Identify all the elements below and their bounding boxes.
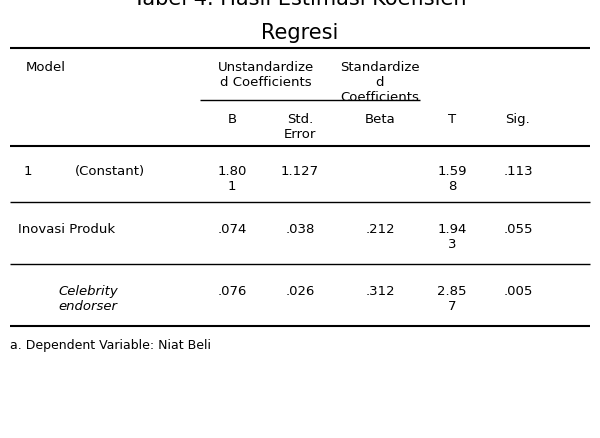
Text: .026: .026 [286,284,314,297]
Text: a. Dependent Variable: Niat Beli: a. Dependent Variable: Niat Beli [10,338,211,351]
Text: Standardize
d
Coefficients: Standardize d Coefficients [340,61,420,104]
Text: 1.59
8: 1.59 8 [437,165,467,193]
Text: .074: .074 [217,223,247,236]
Text: B: B [227,113,236,126]
Text: Tabel 4. Hasil Estimasi Koefisien: Tabel 4. Hasil Estimasi Koefisien [133,0,467,9]
Text: Beta: Beta [365,113,395,126]
Text: Regresi: Regresi [262,23,338,43]
Text: Celebrity
endorser: Celebrity endorser [58,284,118,312]
Text: Unstandardize
d Coefficients: Unstandardize d Coefficients [218,61,314,89]
Text: 1: 1 [24,165,32,177]
Text: .113: .113 [503,165,533,177]
Text: .312: .312 [365,284,395,297]
Text: .038: .038 [286,223,314,236]
Text: Inovasi Produk: Inovasi Produk [18,223,115,236]
Text: .005: .005 [503,284,533,297]
Text: .212: .212 [365,223,395,236]
Text: Model: Model [26,61,66,74]
Text: T: T [448,113,456,126]
Text: 1.127: 1.127 [281,165,319,177]
Text: 1.94
3: 1.94 3 [437,223,467,251]
Text: (Constant): (Constant) [75,165,145,177]
Text: Sig.: Sig. [506,113,530,126]
Text: Std.
Error: Std. Error [284,113,316,141]
Text: .076: .076 [217,284,247,297]
Text: 2.85
7: 2.85 7 [437,284,467,312]
Text: 1.80
1: 1.80 1 [217,165,247,193]
Text: .055: .055 [503,223,533,236]
